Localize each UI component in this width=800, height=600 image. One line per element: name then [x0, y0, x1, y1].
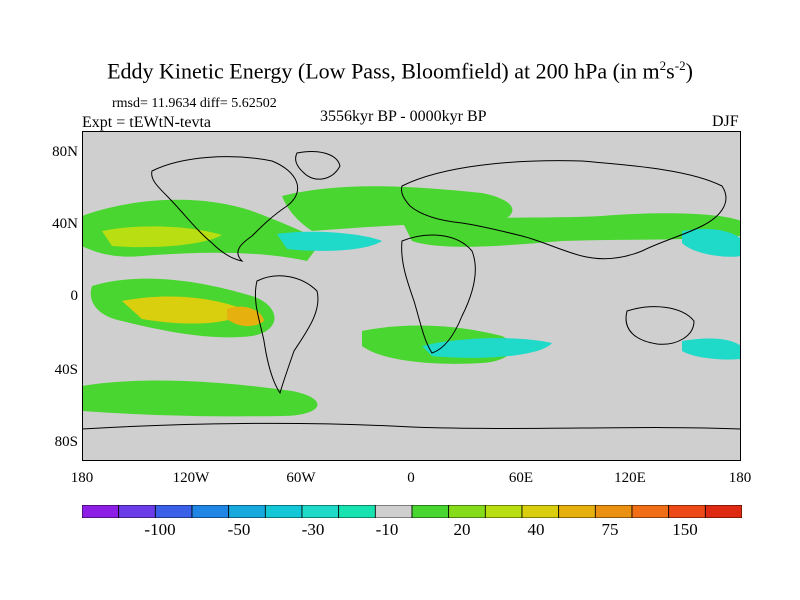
colorbar-box [191, 505, 230, 518]
coastline-antarctica [82, 422, 741, 430]
anomaly-negative-south-pacific [682, 338, 741, 360]
colorbar-box [411, 505, 450, 518]
title-unit-s: s [666, 58, 675, 84]
colorbar-box [154, 505, 193, 518]
lon-label-180e: 180 [728, 470, 752, 486]
colorbar-label-20: 20 [453, 520, 471, 539]
colorbar-box [301, 505, 340, 518]
season-label: DJF [712, 113, 739, 130]
colorbar-label-minus30: -30 [301, 520, 325, 539]
lat-label-eq: 0 [70, 288, 79, 304]
anomaly-core-east-pacific [227, 306, 264, 327]
colorbar-box [704, 505, 742, 518]
colorbar [82, 505, 742, 518]
lat-label-80n: 80N [52, 144, 78, 160]
lon-label-60w: 60W [286, 470, 316, 486]
title-superscript-2: -2 [674, 58, 686, 73]
lon-label-120e: 120E [614, 470, 646, 486]
anomaly-negative-indian-ocean [422, 338, 552, 358]
coastline-australia [625, 306, 695, 345]
coastline-south-america [254, 275, 319, 395]
coastline-north-america [151, 156, 299, 262]
colorbar-box [631, 505, 670, 518]
title-text: Eddy Kinetic Energy (Low Pass, Bloomfiel… [107, 58, 660, 84]
colorbar-box [374, 505, 413, 518]
plot-title: Eddy Kinetic Energy (Low Pass, Bloomfiel… [0, 58, 800, 84]
coastlines [82, 151, 741, 430]
colorbar-box [82, 505, 120, 518]
lat-label-40s: 40S [54, 362, 78, 378]
colorbar-box [668, 505, 706, 518]
lon-label-120w: 120W [172, 470, 210, 486]
lat-label-80s: 80S [54, 434, 78, 450]
coastline-africa [401, 234, 476, 354]
colorbar-label-minus100: -100 [144, 520, 176, 539]
colorbar-box [558, 505, 596, 518]
anomaly-core-north-pacific [102, 226, 222, 248]
anomaly-negative-west-pacific [682, 228, 741, 257]
stats-line: rmsd= 11.9634 diff= 5.62502 [112, 96, 277, 111]
anomaly-negative-atlantic [277, 231, 382, 251]
colorbar-label-minus10: -10 [375, 520, 399, 539]
period-label: 3556kyr BP - 0000kyr BP [320, 108, 487, 125]
anomaly-core-tropical-pacific [122, 296, 247, 324]
colorbar-label-40: 40 [527, 520, 545, 539]
colorbar-box [448, 505, 486, 518]
colorbar-box [594, 505, 633, 518]
colorbar-label-150: 150 [672, 520, 698, 539]
title-superscript-1: 2 [659, 58, 667, 73]
map-frame [82, 131, 741, 461]
world-map-plot [82, 131, 741, 461]
anomaly-region-subtropical-pacific [402, 213, 741, 247]
colorbar-box [228, 505, 266, 518]
colorbar-label-minus50: -50 [227, 520, 251, 539]
colorbar-box [338, 505, 376, 518]
lat-label-40n: 40N [52, 216, 78, 232]
anomaly-region-southern-ocean [82, 380, 318, 417]
lon-label-0: 0 [407, 470, 415, 486]
title-close-paren: ) [685, 58, 693, 84]
lon-label-60e: 60E [508, 470, 534, 486]
lon-label-180w: 180 [70, 470, 94, 486]
coastline-eurasia [401, 160, 727, 260]
colorbar-box [264, 505, 303, 518]
colorbar-box [484, 505, 523, 518]
experiment-label: Expt = tEWtN-tevta [82, 114, 211, 131]
colorbar-box [118, 505, 156, 518]
coastline-greenland [295, 151, 341, 180]
colorbar-box [521, 505, 560, 518]
colorbar-label-75: 75 [601, 520, 619, 539]
